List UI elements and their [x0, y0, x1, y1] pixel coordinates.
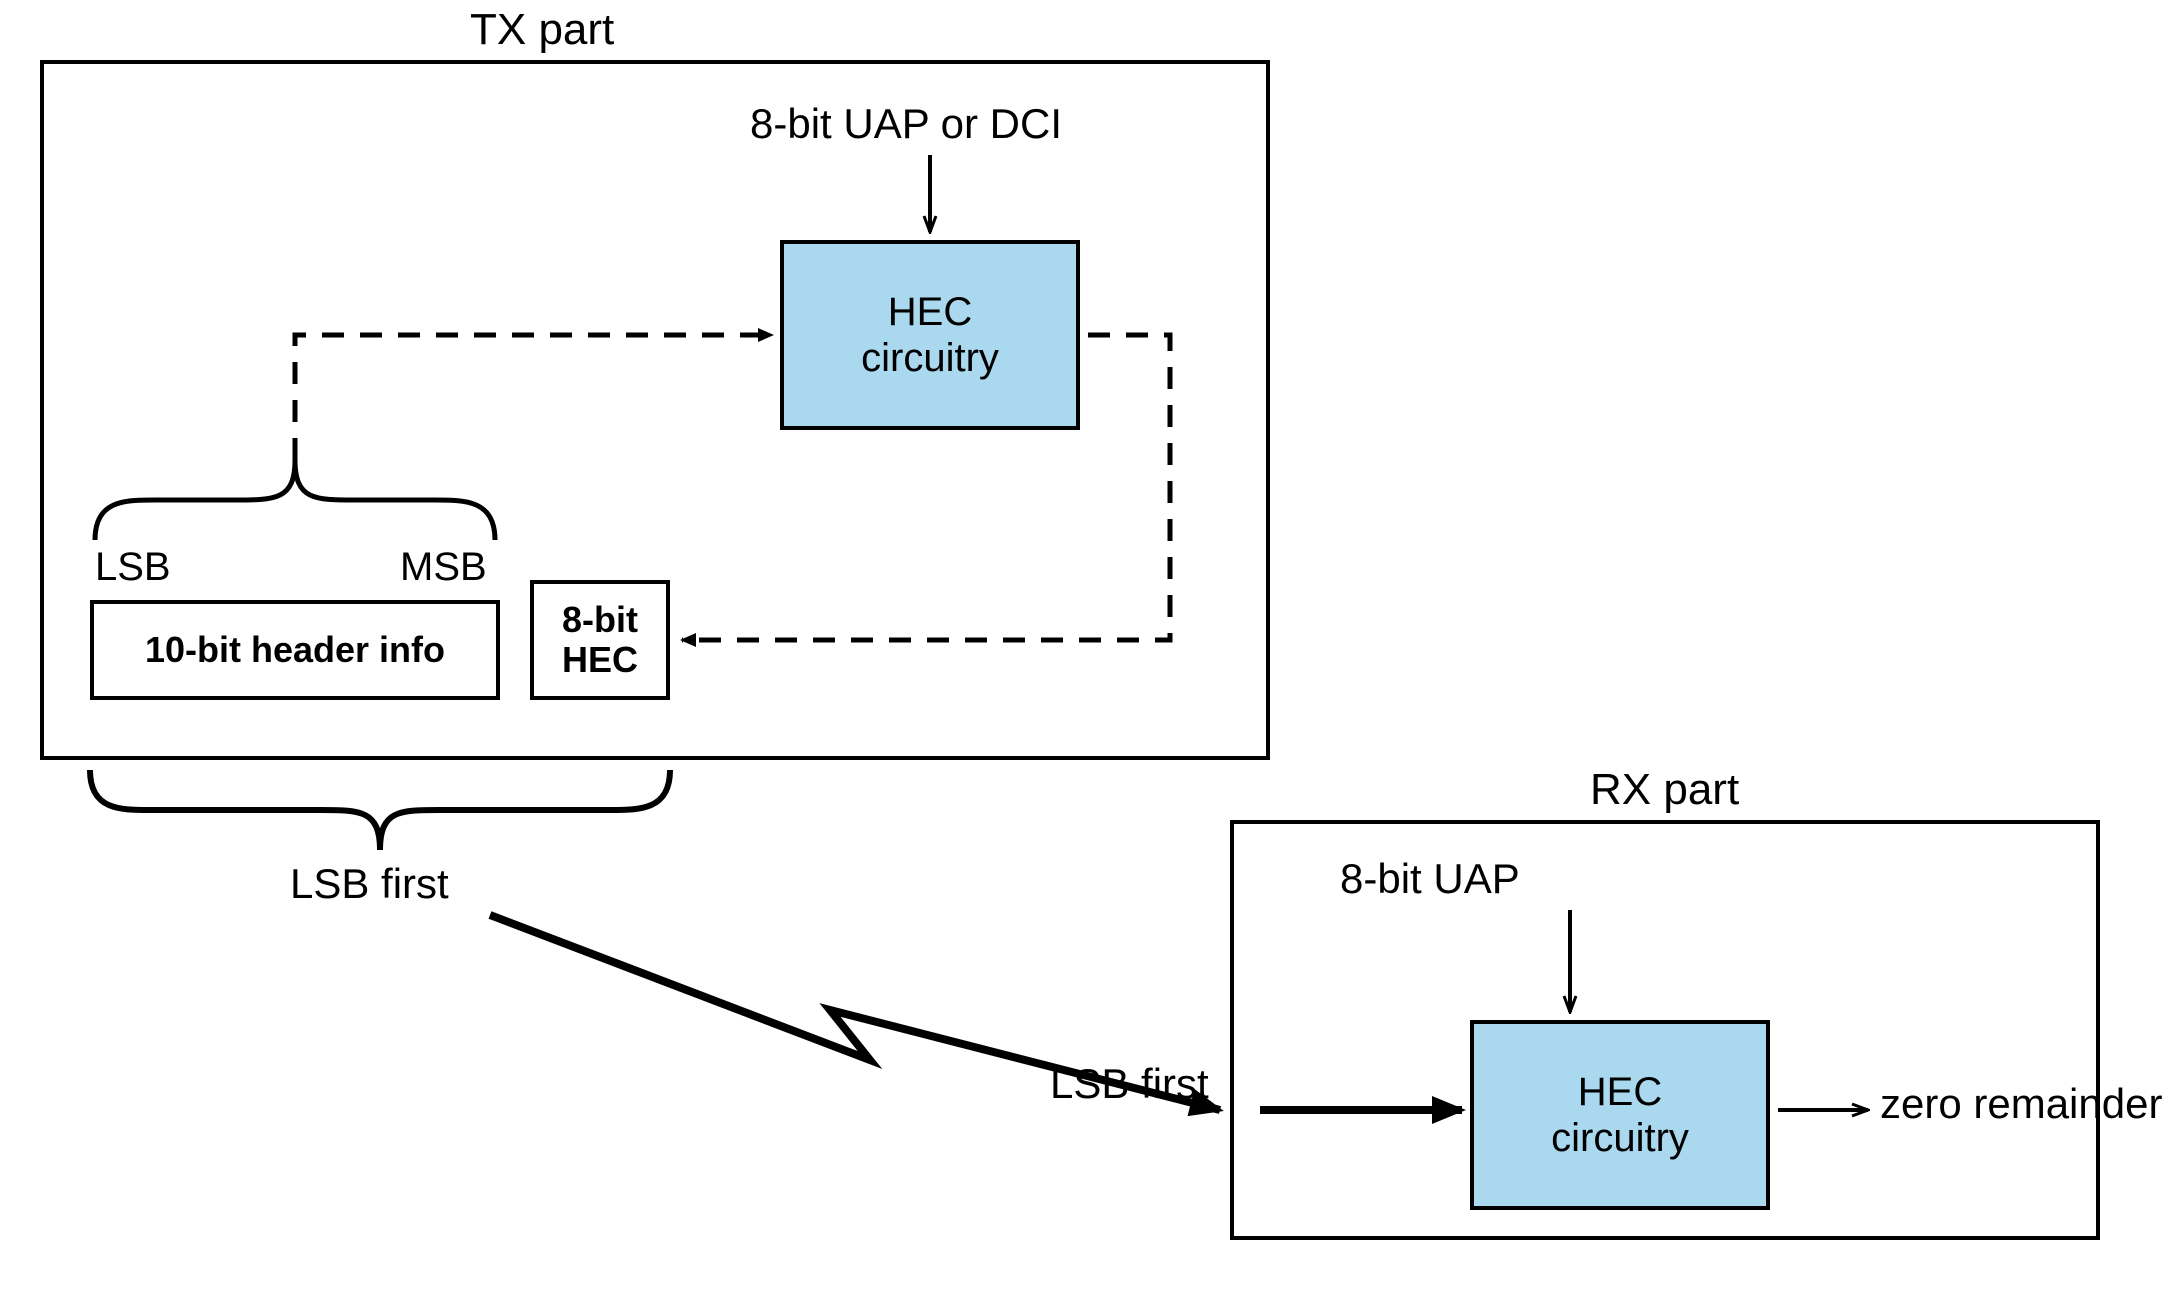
rx-hec-box: HEC circuitry — [1470, 1020, 1770, 1210]
tx-hec-box: HEC circuitry — [780, 240, 1080, 430]
rx-lsb-first-label: LSB first — [1050, 1060, 1209, 1108]
rx-output-label: zero remainder — [1880, 1080, 2162, 1128]
hec-byte-box: 8-bit HEC — [530, 580, 670, 700]
tx-lsb-first-label: LSB first — [290, 860, 449, 908]
rx-hec-label: HEC circuitry — [1551, 1069, 1689, 1161]
tx-input-label: 8-bit UAP or DCI — [750, 100, 1062, 148]
msb-label: MSB — [400, 545, 487, 590]
rx-title: RX part — [1590, 765, 1739, 815]
header-info-label: 10-bit header info — [145, 629, 445, 670]
hec-byte-label: 8-bit HEC — [562, 600, 638, 679]
header-info-box: 10-bit header info — [90, 600, 500, 700]
tx-hec-label: HEC circuitry — [861, 289, 999, 381]
lower-brace — [90, 770, 670, 850]
lsb-label: LSB — [95, 545, 171, 590]
tx-title: TX part — [470, 5, 614, 55]
rx-input-label: 8-bit UAP — [1340, 855, 1520, 903]
